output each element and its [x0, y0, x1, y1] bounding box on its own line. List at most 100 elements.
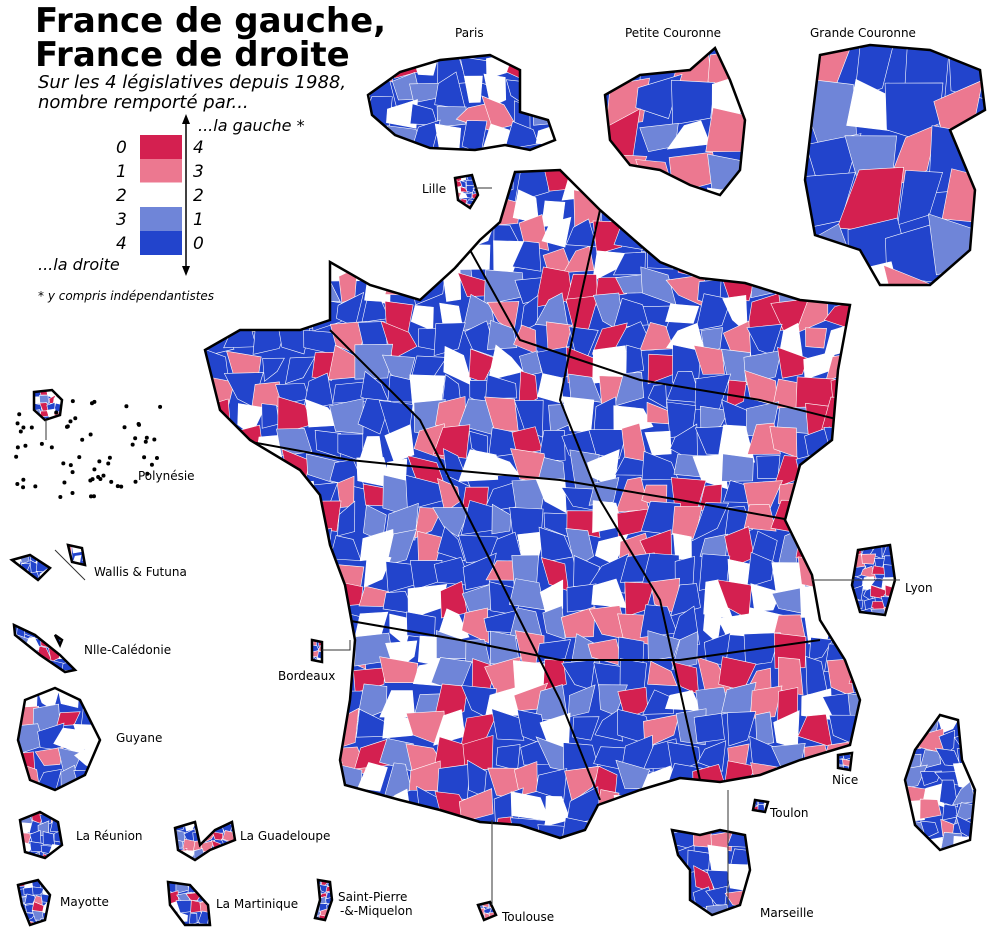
district [382, 175, 416, 199]
island [149, 462, 154, 467]
district [73, 770, 100, 790]
district [592, 813, 626, 838]
district [769, 173, 810, 200]
district [564, 765, 601, 803]
district [205, 607, 228, 645]
district [848, 658, 860, 685]
district [12, 569, 24, 580]
district [905, 837, 921, 850]
district [696, 241, 720, 278]
district [805, 77, 858, 145]
legend-swatch [139, 182, 183, 208]
district [743, 170, 781, 199]
district [752, 240, 778, 277]
district [230, 841, 235, 853]
island [109, 479, 114, 484]
district [588, 477, 620, 506]
district [541, 216, 572, 248]
district [938, 729, 955, 756]
district [799, 759, 828, 790]
district [828, 604, 860, 646]
district [511, 240, 542, 272]
island [17, 412, 22, 417]
island [62, 480, 67, 485]
district [808, 636, 834, 661]
island [49, 445, 54, 450]
district [224, 592, 260, 616]
district [597, 170, 628, 203]
district [407, 816, 442, 838]
district [435, 225, 472, 253]
legend-right-value: 0 [193, 234, 204, 254]
island [77, 455, 82, 460]
district [534, 55, 553, 84]
region-outline [16, 686, 102, 792]
district [280, 266, 312, 305]
district [565, 528, 594, 569]
district [208, 797, 239, 828]
district [252, 581, 290, 608]
district [952, 835, 975, 850]
district [858, 503, 860, 542]
district [745, 223, 786, 243]
island [119, 484, 124, 489]
district [250, 553, 282, 591]
district [780, 240, 809, 278]
district [235, 709, 259, 748]
district [54, 417, 62, 420]
legend-swatch [140, 231, 182, 255]
district [224, 604, 265, 642]
district [381, 223, 418, 252]
district [233, 243, 262, 278]
district [275, 502, 316, 534]
district [750, 685, 783, 719]
district [647, 660, 678, 687]
district [746, 551, 775, 588]
district [646, 401, 671, 425]
district [259, 170, 291, 200]
region-outline [603, 45, 747, 197]
district [355, 796, 389, 821]
district [455, 203, 464, 208]
overseas-label: Mayotte [60, 895, 109, 909]
island [152, 437, 157, 442]
district [357, 762, 388, 792]
district [519, 350, 542, 377]
district [673, 903, 696, 915]
title-line: France de gauche, [35, 1, 386, 41]
district [440, 822, 473, 838]
island [142, 455, 147, 460]
overseas-label: Saint-Pierre [338, 890, 407, 904]
district [861, 553, 877, 565]
region-outline [670, 828, 752, 917]
region-outline [9, 543, 87, 582]
district [905, 764, 928, 790]
city-label: Toulouse [501, 910, 554, 924]
district [756, 455, 781, 480]
district [205, 556, 240, 590]
district [255, 736, 291, 772]
island [122, 425, 127, 430]
district [205, 429, 236, 452]
district [225, 562, 263, 587]
district [262, 268, 280, 305]
district [485, 374, 518, 399]
district [796, 511, 833, 540]
district [303, 606, 334, 642]
district [309, 215, 333, 251]
district [538, 429, 566, 461]
district [57, 747, 83, 775]
district [386, 99, 418, 129]
island [18, 429, 23, 434]
subtitle-line: nombre remporté par... [38, 92, 249, 113]
district [44, 572, 59, 580]
region [205, 170, 860, 838]
district [356, 189, 394, 227]
district [825, 477, 857, 515]
district [224, 503, 258, 535]
district [722, 189, 752, 220]
district [436, 106, 467, 128]
district [491, 708, 525, 741]
city-label: Lille [422, 182, 446, 196]
district [908, 715, 925, 734]
